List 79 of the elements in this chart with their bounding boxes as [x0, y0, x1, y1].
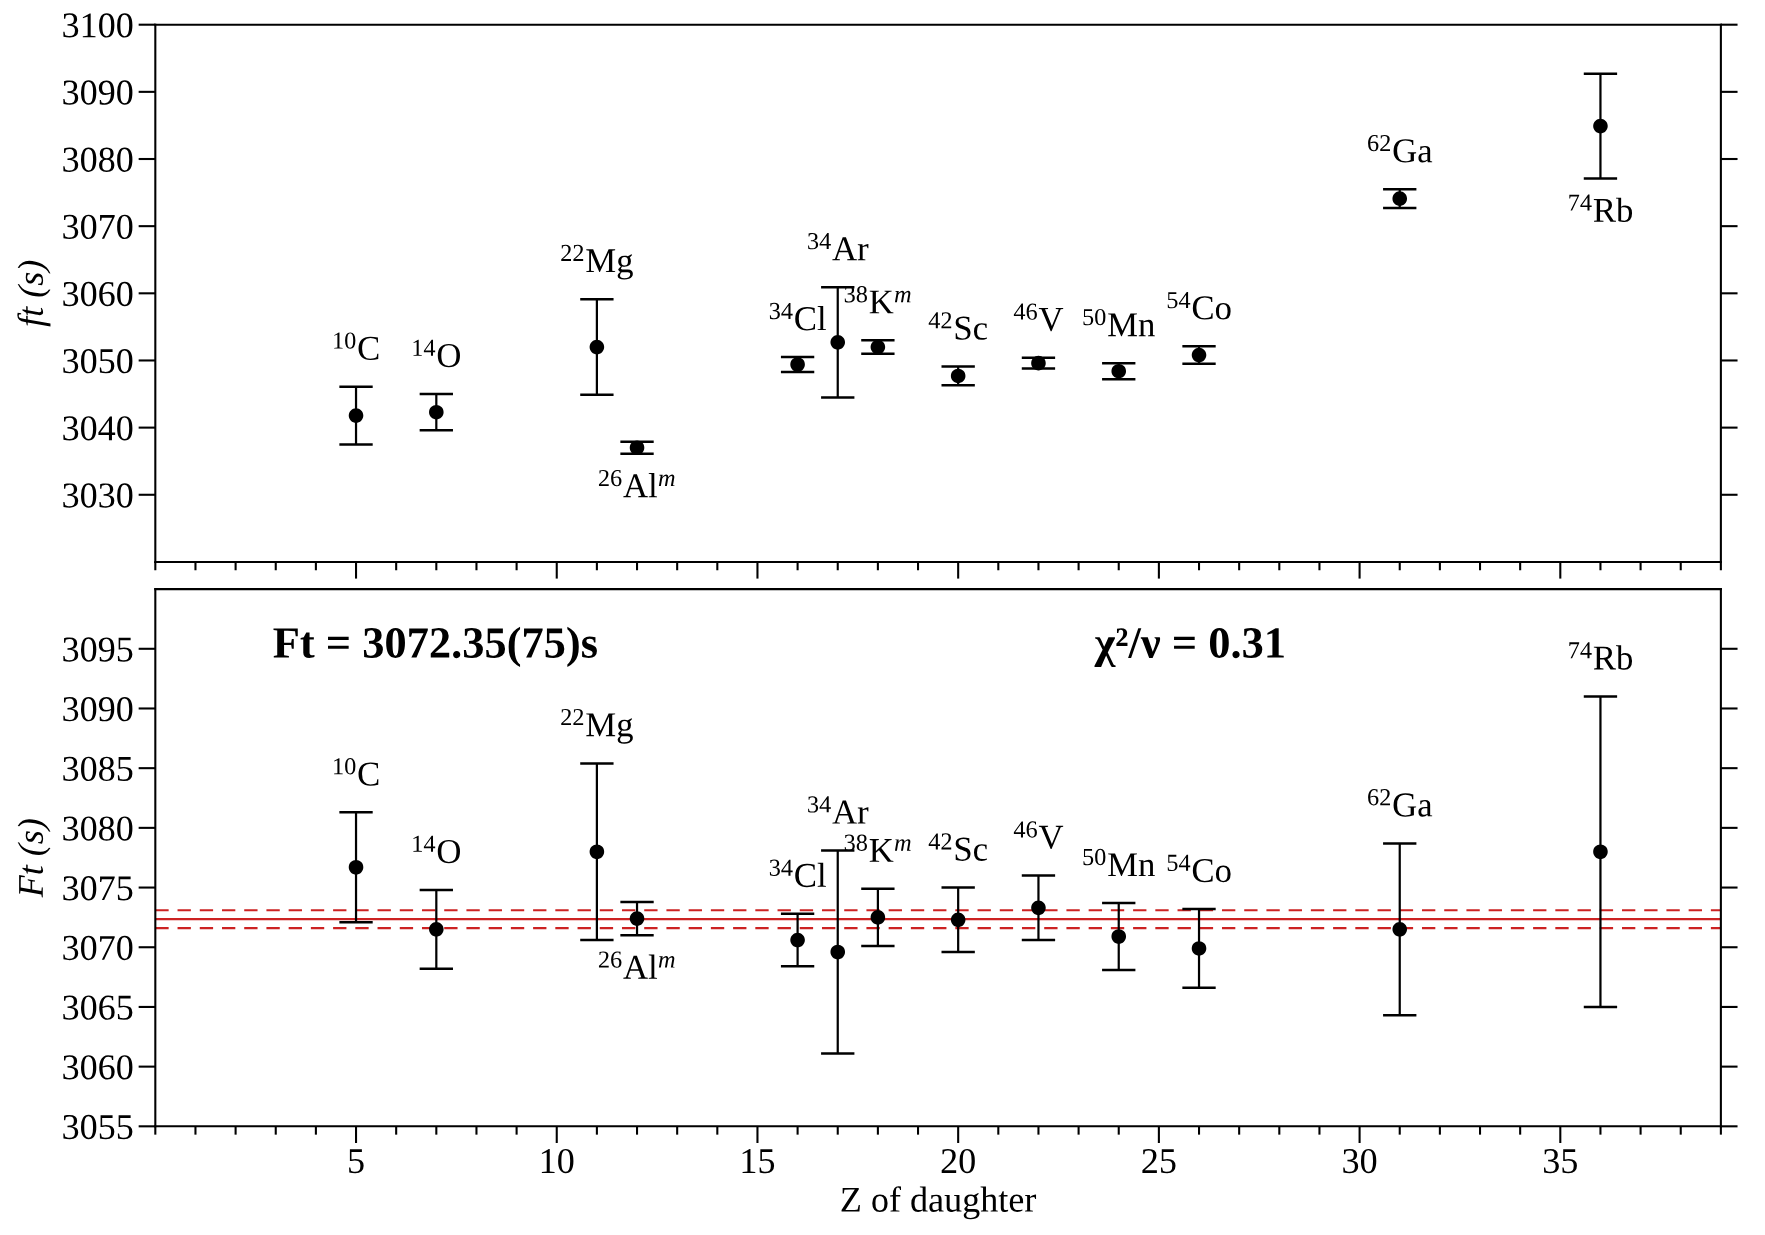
y-tick-label: 3070 [63, 935, 133, 961]
y-tick-label: 3055 [63, 1114, 133, 1140]
point [429, 922, 444, 937]
x-tick-label: 25 [1142, 1148, 1176, 1174]
point [870, 339, 886, 355]
annotation: $^{22}$Mg [561, 244, 633, 280]
x-tick-label: 5 [349, 1149, 364, 1174]
point [429, 404, 444, 420]
y-tick-label: 3090 [63, 80, 133, 105]
y-tick-label: 3060 [63, 1055, 133, 1080]
x-tick-label: 15 [742, 1149, 775, 1174]
point [1111, 363, 1127, 379]
annotation: $^{34}$Cl [769, 859, 826, 888]
annotation: $^{14}$O [413, 835, 460, 864]
annotation: $^{50}$Mn [1083, 848, 1155, 877]
annotation: $^{14}$O [413, 339, 460, 368]
point [348, 408, 364, 423]
point [348, 859, 364, 875]
annotation: $^{46}$V [1013, 821, 1064, 850]
annotation: $^{54}$Co [1167, 854, 1231, 883]
annotation: $^{46}$V [1013, 303, 1064, 332]
annotation: $^{34}$Ar [808, 233, 869, 261]
point [950, 912, 966, 928]
annotation: $^{42}$Sc [928, 312, 987, 340]
y-tick-label: 3090 [63, 696, 133, 722]
point [1191, 347, 1207, 363]
annotation: χ²/ν = 0.31 [1094, 627, 1284, 668]
point [830, 335, 846, 350]
x-tick-label: 20 [941, 1148, 975, 1174]
y-tick-label: 3100 [63, 13, 133, 38]
y-tick-label: 3030 [63, 483, 133, 508]
annotation: $^{34}$Cl [769, 302, 826, 331]
annotation: $^{22}$Mg [561, 708, 633, 744]
annotation: $^{26}$Al$^{m}$ [598, 951, 675, 979]
y-tick-label: 3060 [63, 281, 133, 307]
point [790, 357, 805, 372]
point [1593, 118, 1608, 134]
x-axis-title: Z of daughter [841, 1186, 1037, 1220]
point [1111, 929, 1127, 944]
y-tick-label: 3040 [63, 416, 133, 441]
y-axis-title: ft (s) [17, 260, 51, 327]
annotation: $^{74}$Rb [1569, 194, 1633, 223]
annotation: $^{74}$Rb [1569, 642, 1633, 670]
point [870, 910, 886, 925]
annotation: $^{26}$Al$^{m}$ [598, 469, 675, 498]
point [1191, 941, 1207, 956]
point [790, 932, 805, 948]
annotation: $^{10}$C [334, 332, 379, 361]
y-tick-label: 3070 [63, 214, 133, 240]
annotation: $^{54}$Co [1167, 292, 1231, 320]
annotation: Ft = 3072.35(75)s [273, 626, 597, 668]
annotation: $^{34}$Ar [808, 796, 869, 824]
annotation: $^{50}$Mn [1083, 308, 1155, 337]
y-tick-label: 3085 [63, 756, 133, 782]
x-tick-label: 30 [1343, 1148, 1377, 1174]
annotation: $^{62}$Ga [1368, 134, 1433, 163]
y-tick-label: 3050 [63, 348, 133, 374]
point [1593, 844, 1608, 860]
point [589, 844, 605, 860]
point [589, 339, 605, 355]
annotation: $^{10}$C [334, 758, 379, 786]
y-tick-label: 3080 [63, 816, 133, 841]
y-tick-label: 3095 [63, 637, 133, 662]
x-tick-label: 35 [1543, 1148, 1577, 1174]
x-tick-label: 10 [541, 1148, 574, 1174]
y-tick-label: 3065 [63, 995, 133, 1020]
point [830, 944, 846, 960]
y-axis-title: Ft (s) [17, 819, 51, 898]
annotation: $^{42}$Sc [928, 833, 987, 861]
y-tick-label: 3075 [63, 876, 133, 901]
point [950, 368, 966, 384]
point [1031, 900, 1046, 916]
point [1392, 191, 1408, 206]
y-tick-label: 3080 [63, 147, 133, 172]
point [1031, 355, 1046, 371]
point [629, 911, 645, 926]
annotation: $^{38}$K$^{m}$ [844, 834, 911, 862]
annotation: $^{62}$Ga [1368, 789, 1433, 817]
point [1392, 922, 1408, 937]
